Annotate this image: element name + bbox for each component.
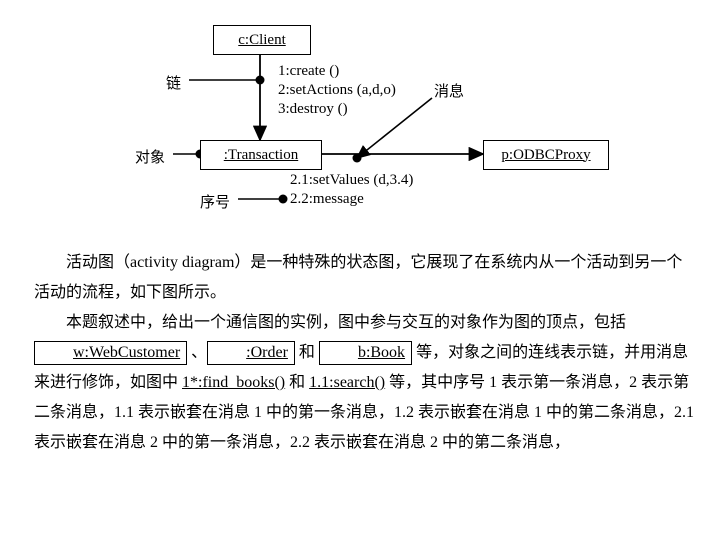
p2b: 、 bbox=[187, 344, 207, 361]
p1-text: 活动图（activity diagram）是一种特殊的状态图，它展现了在系统内从… bbox=[34, 254, 682, 301]
underline-search: 1.1:search() bbox=[309, 374, 385, 391]
msg-3: 3:destroy () bbox=[278, 101, 348, 118]
client-object: c:Client bbox=[213, 25, 311, 55]
label-link: 链 bbox=[166, 72, 181, 93]
msg-setvalues: 2.1:setValues (d,3.4) bbox=[290, 172, 413, 189]
body-text: 活动图（activity diagram）是一种特殊的状态图，它展现了在系统内从… bbox=[34, 248, 694, 458]
label-object: 对象 bbox=[135, 146, 165, 167]
msg-2: 2:setActions (a,d,o) bbox=[278, 82, 396, 99]
msg-message: 2.2:message bbox=[290, 191, 364, 208]
client-label: c:Client bbox=[238, 32, 286, 49]
p2e: 和 bbox=[285, 374, 309, 391]
transaction-object: :Transaction bbox=[200, 140, 322, 170]
diagram-svg bbox=[0, 0, 728, 230]
msg-1: 1:create () bbox=[278, 63, 339, 80]
box-book: b:Book bbox=[319, 341, 412, 365]
paragraph-1: 活动图（activity diagram）是一种特殊的状态图，它展现了在系统内从… bbox=[34, 248, 694, 308]
box-order: :Order bbox=[207, 341, 295, 365]
label-sequence: 序号 bbox=[200, 191, 230, 212]
proxy-object: p:ODBCProxy bbox=[483, 140, 609, 170]
p2a: 本题叙述中，给出一个通信图的实例，图中参与交互的对象作为图的顶点，包括 bbox=[66, 314, 626, 331]
underline-find: 1*:find_books() bbox=[182, 374, 285, 391]
transaction-label: :Transaction bbox=[224, 147, 298, 164]
label-message: 消息 bbox=[434, 80, 464, 101]
box-webcustomer: w:WebCustomer bbox=[34, 341, 187, 365]
collaboration-diagram: c:Client :Transaction p:ODBCProxy 1:crea… bbox=[0, 0, 728, 230]
p2c: 和 bbox=[295, 344, 319, 361]
paragraph-2: 本题叙述中，给出一个通信图的实例，图中参与交互的对象作为图的顶点，包括 w:We… bbox=[34, 308, 694, 458]
proxy-label: p:ODBCProxy bbox=[501, 147, 590, 164]
